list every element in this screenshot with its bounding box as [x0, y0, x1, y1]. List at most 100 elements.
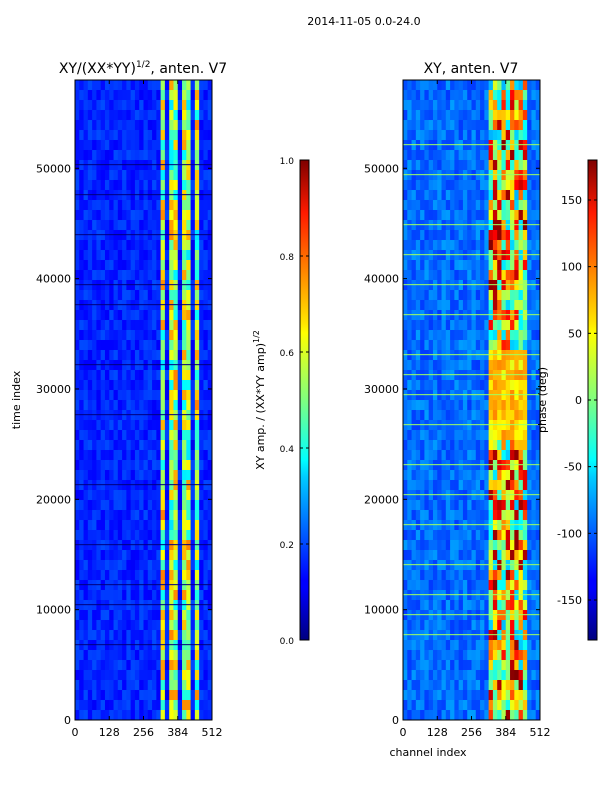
- heatmap-cell: [420, 230, 426, 241]
- heatmap-cell: [501, 570, 507, 581]
- heatmap-cell: [75, 490, 80, 501]
- heatmap-cell: [458, 220, 464, 231]
- heatmap-cell: [143, 430, 149, 441]
- heatmap-cell: [467, 550, 473, 561]
- heatmap-cell: [467, 630, 473, 641]
- heatmap-cell: [139, 320, 145, 331]
- heatmap-cell: [199, 590, 205, 601]
- heatmap-cell: [407, 680, 413, 691]
- heatmap-cell: [445, 250, 451, 261]
- heatmap-cell: [126, 590, 132, 601]
- heatmap-cell: [475, 380, 481, 391]
- heatmap-cell: [518, 700, 524, 711]
- heatmap-cell: [505, 160, 511, 171]
- heatmap-cell: [160, 570, 166, 581]
- heatmap-cell: [415, 380, 421, 391]
- heatmap-cell: [432, 400, 438, 411]
- heatmap-cell: [87, 420, 93, 431]
- heatmap-cell: [527, 450, 533, 461]
- heatmap-cell: [79, 120, 85, 131]
- heatmap-cell: [126, 470, 132, 481]
- heatmap-cell: [424, 120, 430, 131]
- heatmap-cell: [134, 230, 140, 241]
- heatmap-cell: [122, 230, 127, 241]
- heatmap-cell: [117, 300, 123, 311]
- heatmap-cell: [173, 180, 179, 191]
- heatmap-cell: [445, 370, 451, 381]
- heatmap-cell: [484, 190, 490, 201]
- heatmap-cell: [488, 380, 494, 391]
- heatmap-cell: [501, 590, 507, 601]
- heatmap-cell: [518, 560, 524, 571]
- heatmap-cell: [471, 200, 477, 211]
- heatmap-cell: [203, 110, 209, 121]
- heatmap-cell: [510, 530, 515, 541]
- heatmap-cell: [535, 650, 540, 661]
- heatmap-cell: [514, 170, 520, 181]
- heatmap-cell: [467, 380, 473, 391]
- heatmap-cell: [96, 300, 102, 311]
- heatmap-cell: [109, 650, 115, 661]
- heatmap-cell: [139, 370, 145, 381]
- heatmap-cell: [501, 340, 507, 351]
- heatmap-cell: [177, 540, 183, 551]
- heatmap-cell: [190, 130, 196, 141]
- heatmap-cell: [126, 200, 132, 211]
- heatmap-cell: [177, 430, 183, 441]
- heatmap-cell: [92, 430, 98, 441]
- heatmap-cell: [403, 410, 408, 421]
- heatmap-cell: [518, 260, 524, 271]
- heatmap-cell: [535, 110, 540, 121]
- heatmap-cell: [186, 150, 192, 161]
- heatmap-cell: [535, 410, 540, 421]
- heatmap-cell: [415, 650, 421, 661]
- heatmap-cell: [531, 300, 537, 311]
- heatmap-cell: [186, 400, 192, 411]
- heatmap-cell: [186, 390, 192, 401]
- heatmap-cell: [96, 230, 102, 241]
- heatmap-cell: [424, 170, 430, 181]
- heatmap-cell: [480, 630, 485, 641]
- heatmap-streak: [403, 144, 540, 146]
- heatmap-cell: [467, 440, 473, 451]
- heatmap-cell: [190, 520, 196, 531]
- heatmap-cell: [492, 210, 498, 221]
- heatmap-cell: [147, 310, 153, 321]
- heatmap-cell: [458, 610, 464, 621]
- heatmap-cell: [531, 480, 537, 491]
- heatmap-cell: [100, 310, 106, 321]
- heatmap-cell: [173, 500, 179, 511]
- heatmap-cell: [96, 460, 102, 471]
- heatmap-cell: [441, 360, 447, 371]
- heatmap-cell: [109, 300, 115, 311]
- heatmap-cell: [75, 390, 80, 401]
- heatmap-cell: [92, 700, 98, 711]
- heatmap-cell: [169, 160, 175, 171]
- heatmap-cell: [514, 90, 520, 101]
- heatmap-cell: [130, 170, 136, 181]
- heatmap-cell: [437, 490, 443, 501]
- heatmap-cell: [407, 130, 413, 141]
- heatmap-cell: [190, 140, 196, 151]
- heatmap-cell: [203, 300, 209, 311]
- heatmap-cell: [104, 350, 110, 361]
- heatmap-cell: [177, 650, 183, 661]
- heatmap-cell: [492, 580, 498, 591]
- heatmap-cell: [152, 240, 157, 251]
- heatmap-cell: [100, 250, 106, 261]
- heatmap-cell: [164, 570, 170, 581]
- heatmap-cell: [437, 330, 443, 341]
- heatmap-cell: [203, 520, 209, 531]
- heatmap-cell: [510, 270, 515, 281]
- heatmap-cell: [177, 130, 183, 141]
- heatmap-cell: [432, 560, 438, 571]
- heatmap-cell: [186, 480, 192, 491]
- heatmap-cell: [497, 130, 503, 141]
- heatmap-cell: [79, 220, 85, 231]
- heatmap-cell: [407, 400, 413, 411]
- heatmap-cell: [471, 170, 477, 181]
- heatmap-cell: [492, 80, 498, 91]
- heatmap-cell: [420, 240, 426, 251]
- heatmap-cell: [194, 470, 200, 481]
- heatmap-cell: [437, 390, 443, 401]
